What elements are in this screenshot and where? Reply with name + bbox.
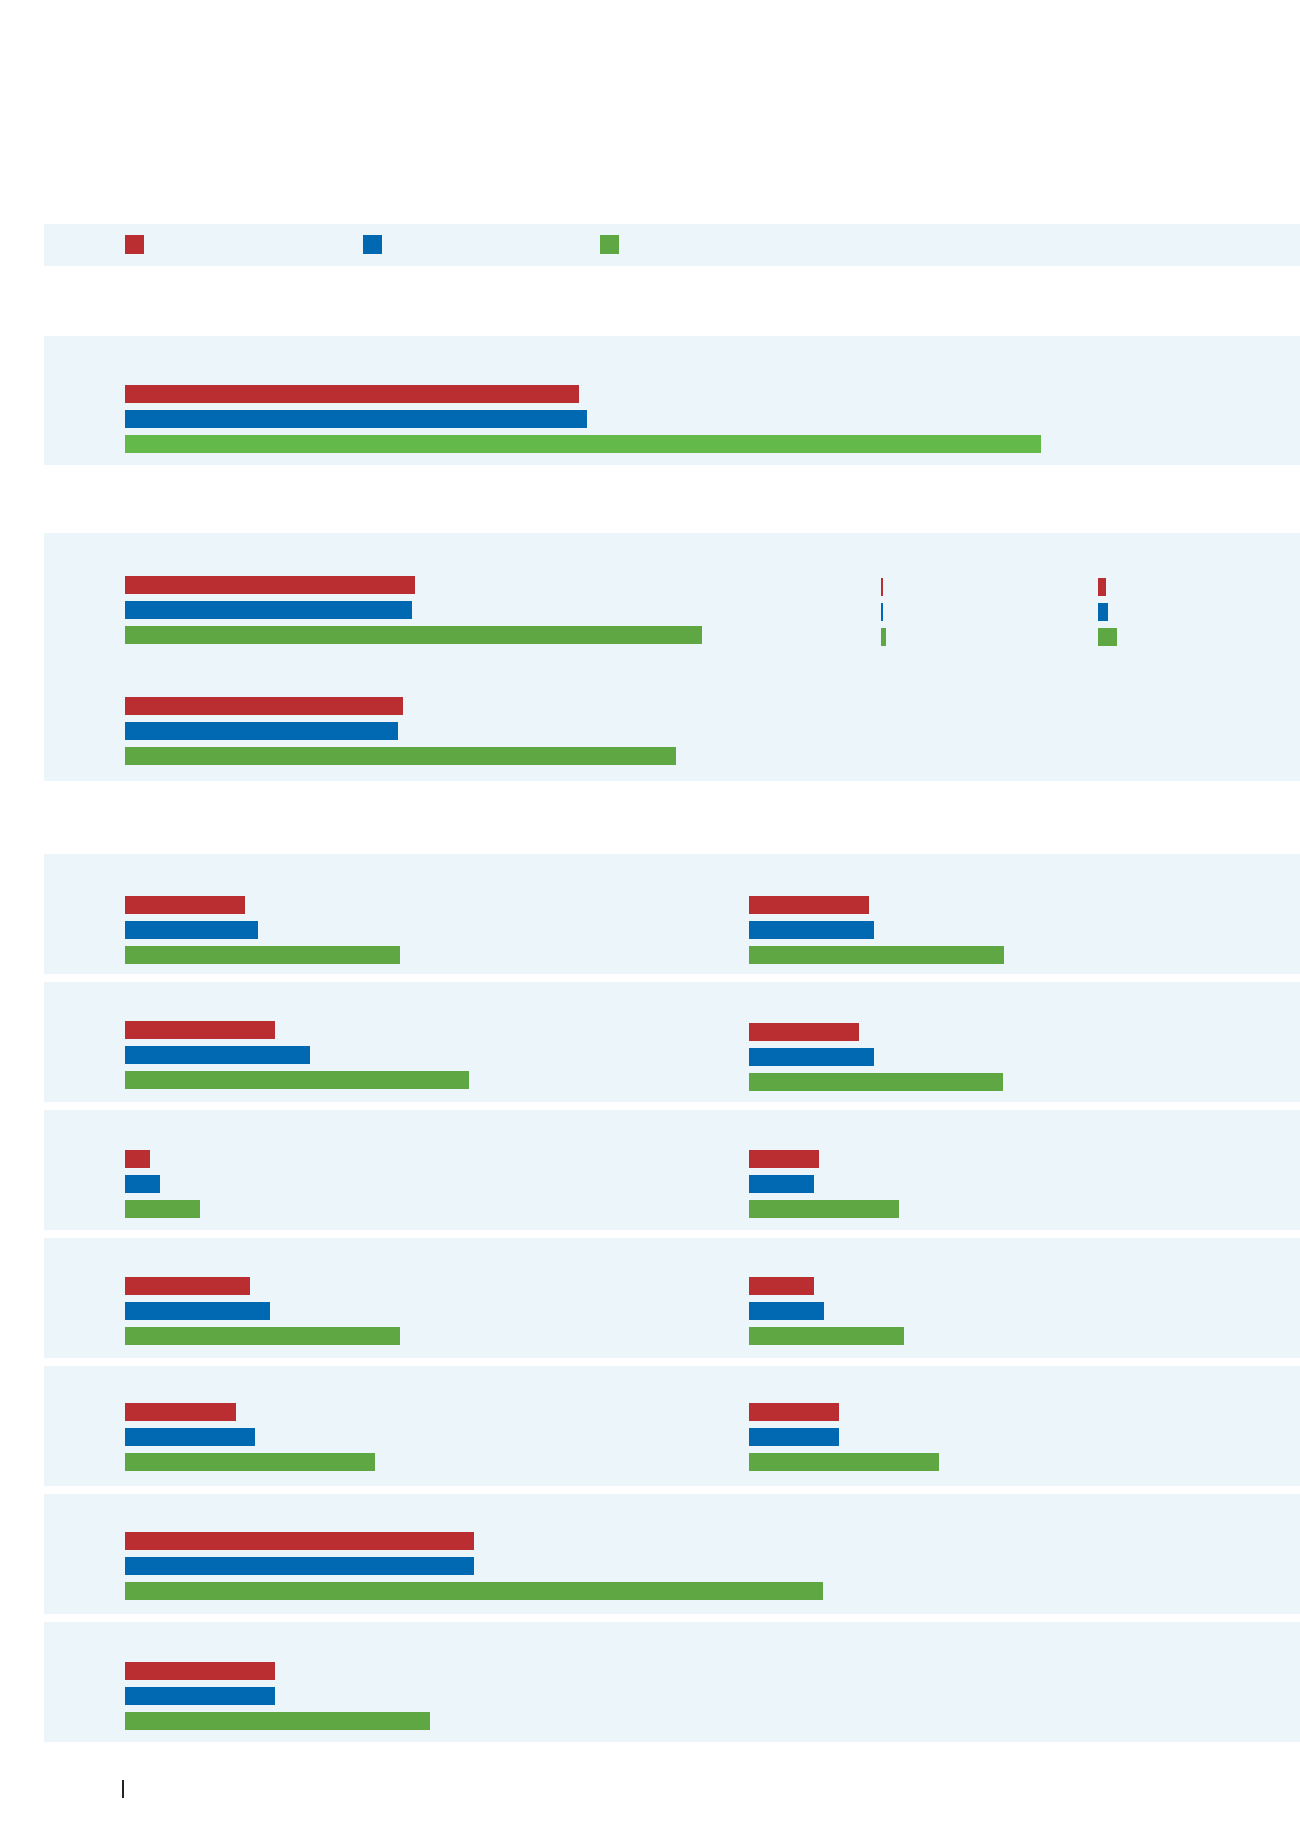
bar-chart5-cat5-series2 <box>125 1428 255 1446</box>
bar-chart5-cat1-series2 <box>125 921 258 939</box>
bar-chart6-cat2-series2 <box>749 1048 874 1066</box>
bar-chart6-cat1-series2 <box>749 921 874 939</box>
bar-chart5-cat1-series3 <box>125 946 400 964</box>
bar-chart6-cat3-series3 <box>749 1200 899 1218</box>
bar-chart5-cat7-series2 <box>125 1687 275 1705</box>
bar-chart1-cat1-series1 <box>125 385 579 403</box>
bar-chart2-cat1-series1 <box>125 576 415 594</box>
bar-chart6-cat4-series1 <box>749 1277 814 1295</box>
bar-chart5-cat4-series1 <box>125 1277 250 1295</box>
bar-chart3-cat1-series3 <box>881 628 886 646</box>
bar-chart6-cat5-series2 <box>749 1428 839 1446</box>
bar-chart5-cat6-series1 <box>125 1532 474 1550</box>
bar-chart5-cat1-series1 <box>125 896 245 914</box>
legend-swatch-3 <box>600 235 619 254</box>
bar-chart2-cat2-series1 <box>125 697 403 715</box>
bar-charts <box>125 385 1117 1730</box>
bar-chart6-cat5-series3 <box>749 1453 939 1471</box>
legend-swatch-2 <box>363 235 382 254</box>
bar-chart4-cat1-series3 <box>1098 628 1117 646</box>
bar-chart6-cat4-series3 <box>749 1327 904 1345</box>
bar-chart5-cat5-series3 <box>125 1453 375 1471</box>
bar-chart2-cat2-series3 <box>125 747 676 765</box>
bar-chart2-cat1-series3 <box>125 626 702 644</box>
legend-swatch-1 <box>125 235 144 254</box>
bar-chart1-cat1-series3 <box>125 435 1041 453</box>
bar-chart5-cat6-series2 <box>125 1557 474 1575</box>
panel-3-row-3 <box>44 1110 1300 1230</box>
bar-chart5-cat4-series2 <box>125 1302 270 1320</box>
bar-chart5-cat6-series3 <box>125 1582 823 1600</box>
bar-chart5-cat2-series1 <box>125 1021 275 1039</box>
bar-chart6-cat3-series2 <box>749 1175 814 1193</box>
bar-chart6-cat5-series1 <box>749 1403 839 1421</box>
bar-chart5-cat3-series2 <box>125 1175 160 1193</box>
bar-chart3-cat1-series2 <box>881 603 883 621</box>
bar-chart5-cat3-series1 <box>125 1150 150 1168</box>
bar-chart2-cat2-series2 <box>125 722 398 740</box>
bar-chart5-cat7-series1 <box>125 1662 275 1680</box>
bar-chart2-cat1-series2 <box>125 601 412 619</box>
bar-chart6-cat3-series1 <box>749 1150 819 1168</box>
bar-chart6-cat1-series3 <box>749 946 1004 964</box>
panel-backgrounds <box>44 224 1300 1742</box>
bar-chart6-cat2-series3 <box>749 1073 1003 1091</box>
bar-chart5-cat2-series2 <box>125 1046 310 1064</box>
legend <box>125 235 619 254</box>
bar-chart3-cat1-series1 <box>881 578 883 596</box>
bar-chart5-cat3-series3 <box>125 1200 200 1218</box>
bar-chart5-cat7-series3 <box>125 1712 430 1730</box>
bar-chart4-cat1-series2 <box>1098 603 1108 621</box>
bar-chart1-cat1-series2 <box>125 410 587 428</box>
bar-chart6-cat1-series1 <box>749 896 869 914</box>
bar-chart6-cat4-series2 <box>749 1302 824 1320</box>
footer-marker <box>122 1780 124 1798</box>
bar-chart5-cat2-series3 <box>125 1071 469 1089</box>
legend-panel <box>44 224 1300 266</box>
bar-chart4-cat1-series1 <box>1098 578 1106 596</box>
bar-chart6-cat2-series1 <box>749 1023 859 1041</box>
panel-2 <box>44 533 1300 781</box>
bar-chart5-cat4-series3 <box>125 1327 400 1345</box>
bar-chart5-cat5-series1 <box>125 1403 236 1421</box>
